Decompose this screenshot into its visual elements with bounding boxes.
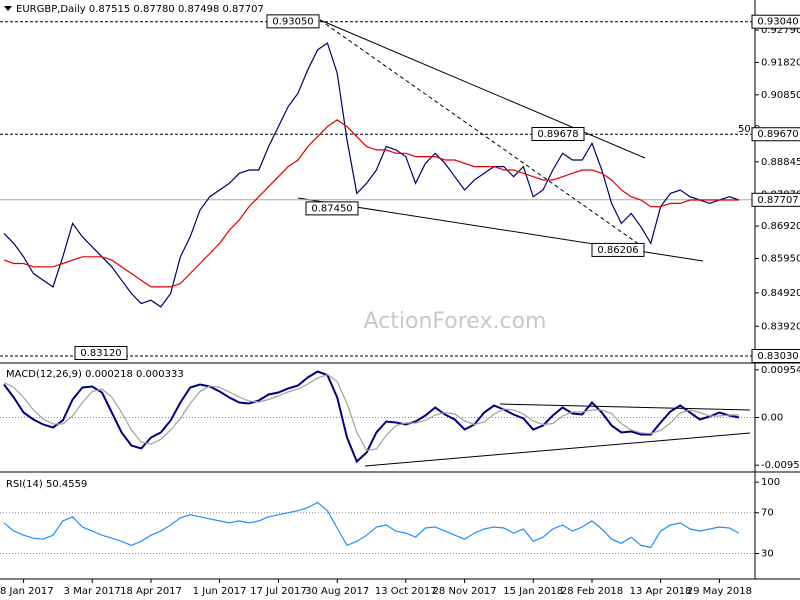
annotation: 0.83120 (80, 348, 121, 359)
trendline (499, 403, 751, 411)
y-tick-label: 0.00 (761, 413, 783, 424)
trendline (364, 432, 751, 467)
level-label-box (751, 14, 800, 29)
y-tick-label: 0.88845 (761, 157, 800, 168)
level-label-box (751, 348, 800, 363)
series-line (3, 370, 740, 464)
level-label: 0.89670 (757, 129, 798, 140)
series-line (3, 373, 739, 452)
y-tick-label: 0.86920 (761, 221, 800, 232)
chart-title: EURGBP,Daily 0.87515 0.87780 0.87498 0.8… (16, 4, 264, 15)
annotation: 0.87450 (311, 203, 352, 214)
level-label: 0.93040 (757, 17, 798, 28)
y-tick-label: 30 (761, 549, 774, 560)
y-tick-label: 0.85950 (761, 253, 800, 264)
level-label: 0.83030 (757, 351, 798, 362)
x-tick-label: 13 Oct 2017 (375, 586, 437, 597)
rsi-title: RSI(14) 50.4559 (6, 479, 87, 490)
annotation-box (266, 14, 320, 29)
series-line (3, 42, 740, 308)
x-tick-label: 18 Apr 2017 (120, 586, 182, 597)
y-tick-label: 70 (761, 508, 774, 519)
fib-label: 50.0 (738, 124, 760, 135)
x-tick-label: 15 Jan 2018 (503, 586, 563, 597)
annotation-box (591, 242, 645, 257)
last-price-label-box (751, 192, 800, 207)
y-tick-label: 0.83920 (761, 321, 800, 332)
series-line (3, 119, 739, 288)
watermark: ActionForex.com (364, 309, 547, 334)
annotation-box (531, 126, 585, 141)
x-tick-label: 17 Jul 2017 (250, 586, 307, 597)
x-tick-label: 30 Aug 2017 (305, 586, 369, 597)
x-tick-label: 29 May 2018 (687, 586, 752, 597)
series-line (3, 501, 740, 549)
y-tick-label: 0.00954 (761, 365, 800, 376)
menu-icon (4, 6, 12, 11)
x-tick-label: 18 Jan 2017 (0, 586, 54, 597)
macd-title: MACD(12,26,9) 0.000218 0.000333 (6, 369, 184, 380)
annotation-box (74, 345, 128, 360)
x-tick-label: 28 Feb 2018 (561, 586, 623, 597)
x-tick-label: 3 Mar 2017 (64, 586, 121, 597)
y-tick-label: 100 (761, 477, 780, 488)
last-price-label: 0.87707 (757, 195, 798, 206)
x-tick-label: 13 Apr 2018 (630, 586, 692, 597)
trendline (319, 19, 641, 246)
y-tick-label: 0.91820 (761, 57, 800, 68)
y-tick-label: 0.92790 (761, 25, 800, 36)
annotation-box (305, 201, 359, 216)
x-tick-label: 28 Nov 2017 (433, 586, 497, 597)
y-tick-label: -0.009538 (761, 460, 800, 471)
annotation: 0.93050 (272, 16, 313, 27)
y-tick-label: 0.84920 (761, 288, 800, 299)
trendline (319, 19, 646, 159)
annotation: 0.89678 (537, 129, 578, 140)
x-tick-label: 1 Jun 2017 (193, 586, 247, 597)
level-label-box (751, 127, 800, 142)
annotation: 0.86206 (597, 245, 638, 256)
y-tick-label: 0.90850 (761, 90, 800, 101)
